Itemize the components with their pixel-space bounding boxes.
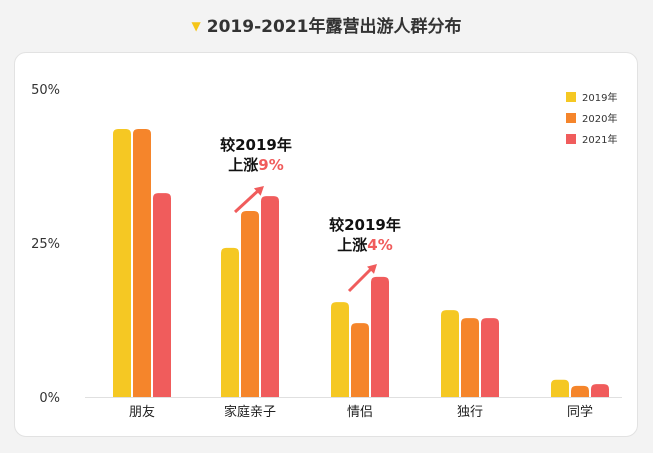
bar <box>113 129 131 398</box>
arrow-line <box>233 187 262 214</box>
bar <box>571 385 589 397</box>
y-tick-label: 25% <box>31 237 60 252</box>
legend-swatch <box>566 92 576 102</box>
x-tick-label: 同学 <box>567 404 593 420</box>
arrow-head-icon <box>367 264 377 274</box>
x-tick-label: 独行 <box>457 405 483 420</box>
bar <box>261 196 279 397</box>
bar <box>133 129 151 398</box>
y-tick-label: 0% <box>39 391 60 406</box>
x-tick-label: 家庭亲子 <box>224 404 276 420</box>
x-tick-label: 情侣 <box>347 405 373 420</box>
bar <box>371 276 389 397</box>
legend-label: 2019年 <box>582 91 617 104</box>
annotation-line1: 较2019年 <box>329 216 401 234</box>
triangle-down-icon: ▼ <box>191 19 201 33</box>
annotation-value: 9% <box>258 156 283 174</box>
bar <box>441 310 459 397</box>
annotation-prefix: 上涨 <box>228 156 258 174</box>
legend-label: 2020年 <box>582 112 617 125</box>
annotation-value: 4% <box>367 236 392 254</box>
annotation-prefix: 上涨 <box>337 236 367 254</box>
bar <box>241 210 259 397</box>
bar <box>481 318 499 397</box>
y-tick-label: 50% <box>31 83 60 98</box>
legend-label: 2021年 <box>582 133 617 146</box>
bar <box>153 193 171 397</box>
bar <box>461 318 479 397</box>
x-tick-label: 朋友 <box>129 404 155 420</box>
bar <box>221 247 239 397</box>
annotation-line1: 较2019年 <box>220 136 292 154</box>
bar <box>331 302 349 397</box>
annotation-line2: 上涨4% <box>337 236 392 254</box>
legend-swatch <box>566 134 576 144</box>
annotation-line2: 上涨9% <box>228 156 283 174</box>
chart-title: ▼ 2019-2021年露营出游人群分布 <box>191 17 462 37</box>
bar <box>551 379 569 397</box>
legend-swatch <box>566 113 576 123</box>
bar <box>591 384 609 397</box>
arrow-line <box>347 265 375 293</box>
bar <box>351 323 369 397</box>
arrow-head-icon <box>253 186 264 196</box>
